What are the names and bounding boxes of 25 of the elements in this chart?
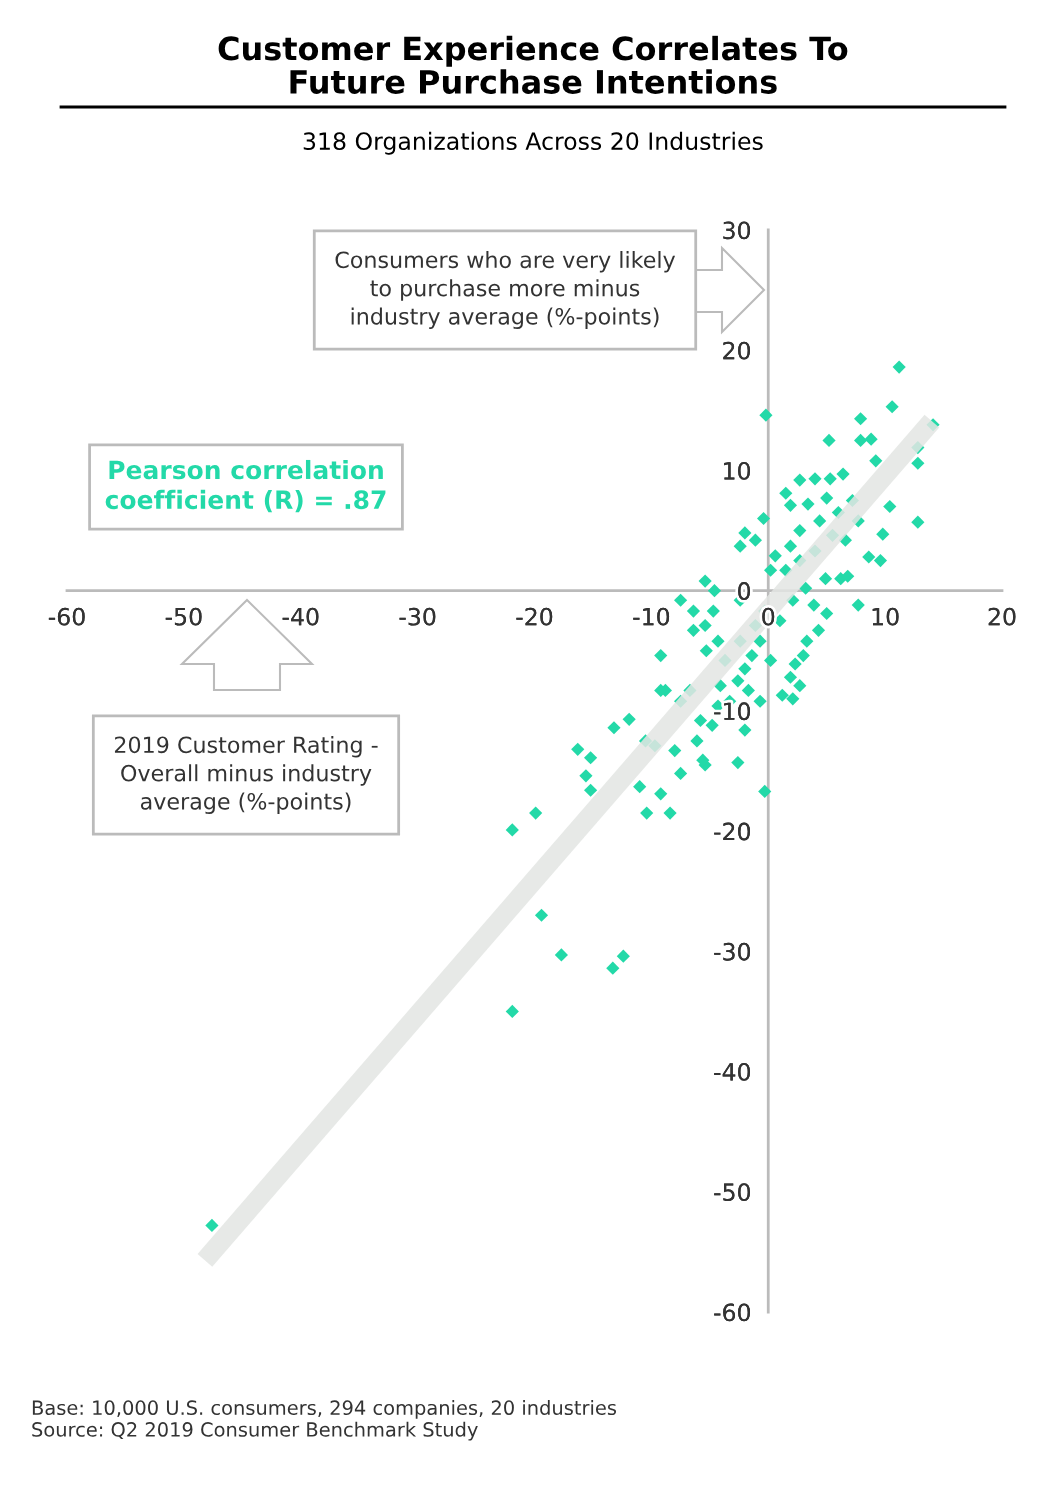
x-tick-label: -40: [282, 607, 319, 626]
y-tick-label: -60: [714, 1303, 751, 1322]
y-tick-label: -40: [714, 1063, 751, 1081]
y-tick-label: 10: [724, 461, 751, 480]
y-tick-label: -10: [714, 702, 751, 721]
y-axis-title: Consumers who are very likely to purchase more minus industry average (%-points): [335, 250, 676, 330]
x-axis-title: 2019 Customer Rating - Overall minus industry average (%-points): [114, 735, 378, 815]
x-tick-label: 20: [988, 607, 1016, 626]
x-tick-label: -10: [633, 607, 670, 626]
x-tick-label: -30: [399, 607, 436, 626]
text: Base: 10,000 U.S. consumers, 294 companies, 20 industries Source: Q2 2019 Consumer Benchmark Study: [32, 1400, 617, 1441]
y-tick-label: 20: [723, 341, 751, 360]
annotation: Pearson correlation coefficient (R) = .87: [105, 459, 386, 513]
x-tick-label: -50: [165, 607, 202, 626]
y-tick-label: 30: [723, 221, 751, 240]
y-tick-label: -20: [714, 822, 751, 841]
x-tick-label: -60: [48, 607, 85, 626]
x-tick-label: 10: [872, 607, 899, 626]
x-tick-label: 0: [762, 607, 775, 626]
y-tick-label: 0: [738, 582, 751, 600]
y-tick-label: -30: [714, 942, 751, 961]
x-tick-label: -20: [516, 607, 553, 626]
y-tick-label: -50: [714, 1183, 751, 1202]
chart-title: Customer Experience Correlates To Future Purchase Intentions: [218, 35, 848, 94]
chart-subtitle: 318 Organizations Across 20 Industries: [303, 131, 763, 155]
